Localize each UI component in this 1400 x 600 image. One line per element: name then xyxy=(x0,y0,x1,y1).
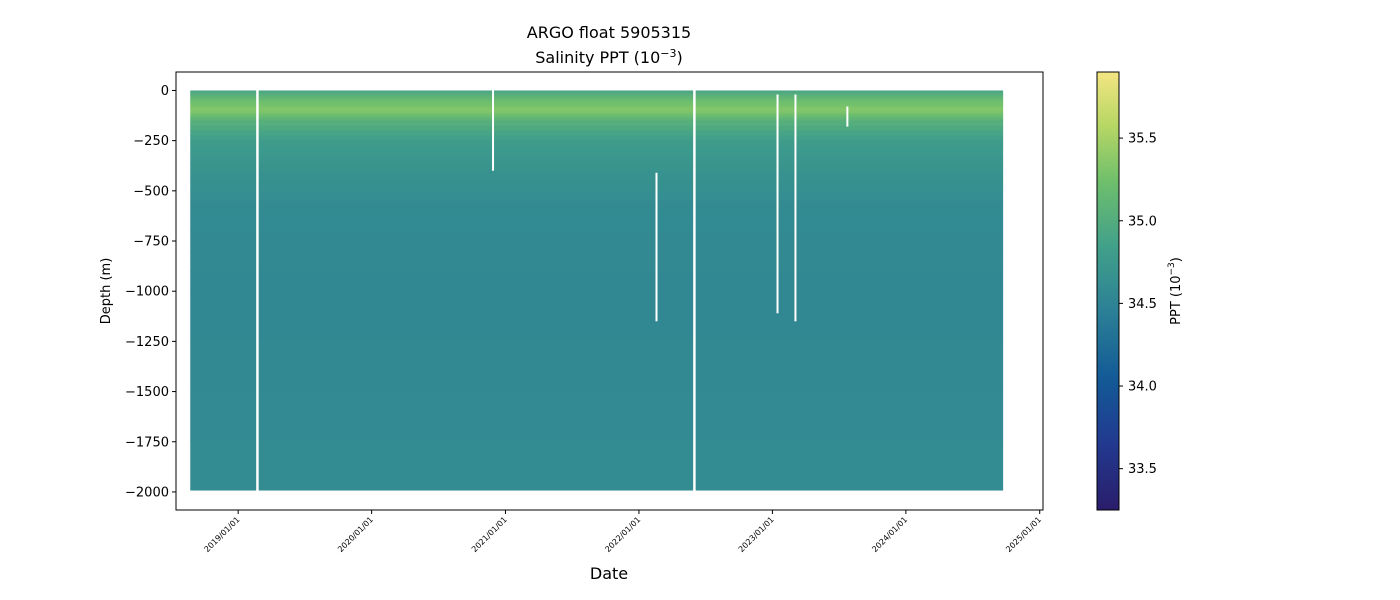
heatmap-band xyxy=(190,105,1004,109)
heatmap-band xyxy=(190,110,1004,114)
heatmap-band xyxy=(190,92,1004,97)
colorbar-tick-label: 34.0 xyxy=(1128,380,1157,395)
heatmap-band xyxy=(190,130,1004,137)
heatmap-band xyxy=(190,100,1004,104)
y-tick-label: −750 xyxy=(133,235,169,250)
x-tick-label: 2022/01/01 xyxy=(603,515,642,554)
heatmap-band xyxy=(190,108,1004,112)
y-tick-label: −1500 xyxy=(125,385,169,400)
chart-title: ARGO float 5905315 xyxy=(527,23,691,42)
y-tick-label: −1250 xyxy=(125,335,169,350)
heatmap-band xyxy=(190,291,1004,342)
y-axis: 0 −250 −500 −750 −1000 −1250 −1500 −1750 −2000 xyxy=(125,84,176,500)
colorbar-tick-label: 35.0 xyxy=(1128,214,1157,229)
y-tick-label: −1000 xyxy=(125,285,169,300)
heatmap-band xyxy=(190,115,1004,119)
heatmap-band xyxy=(190,155,1004,164)
heatmap-band xyxy=(190,140,1004,149)
heatmap-band xyxy=(190,390,1004,441)
heatmap-band xyxy=(190,163,1004,172)
colorbar xyxy=(1096,71,1120,511)
partial-gap xyxy=(655,172,658,322)
x-tick-label: 2020/01/01 xyxy=(336,515,375,554)
heatmap-band xyxy=(190,340,1004,392)
heatmap-band xyxy=(190,95,1004,99)
partial-gap xyxy=(794,94,797,322)
heatmap-band xyxy=(190,190,1004,202)
partial-gap xyxy=(776,94,779,314)
colorbar-tick-label: 34.5 xyxy=(1128,297,1157,312)
heatmap-band xyxy=(190,180,1004,192)
heatmap-band xyxy=(190,251,1004,272)
heatmap-band xyxy=(190,90,1004,94)
heatmap-band xyxy=(190,135,1004,142)
heatmap-band xyxy=(190,210,1004,232)
x-tick-label: 2021/01/01 xyxy=(470,515,509,554)
colorbar-axis: 33.5 34.0 34.5 35.0 35.5 xyxy=(1119,132,1157,477)
missing-profile xyxy=(256,72,259,496)
y-tick-label: −2000 xyxy=(125,485,169,500)
heatmap-band xyxy=(190,440,1004,491)
missing-profile xyxy=(693,72,696,496)
y-tick-label: −1750 xyxy=(125,435,169,450)
x-tick-label: 2024/01/01 xyxy=(870,515,909,554)
x-tick-label: 2023/01/01 xyxy=(737,515,776,554)
x-tick-label: 2019/01/01 xyxy=(203,515,242,554)
chart-subtitle: Salinity PPT (10−3) xyxy=(535,47,683,67)
heatmap-band xyxy=(190,200,1004,212)
y-tick-label: −500 xyxy=(133,184,169,199)
heatmap-band xyxy=(190,271,1004,292)
heatmap-band xyxy=(190,118,1004,122)
partial-gap xyxy=(846,106,849,127)
x-tick-label: 2025/01/01 xyxy=(1004,515,1043,554)
heatmap-band xyxy=(190,230,1004,252)
x-axis-label: Date xyxy=(590,564,628,583)
x-axis: 2019/01/01 2020/01/01 2021/01/01 2022/01/01… xyxy=(203,510,1043,554)
colorbar-tick-label: 35.5 xyxy=(1128,132,1157,147)
partial-gap xyxy=(492,90,495,171)
heatmap-band xyxy=(190,125,1004,132)
y-tick-label: 0 xyxy=(161,84,169,99)
colorbar-label: PPT (10−3) xyxy=(1167,257,1184,325)
plot-area xyxy=(190,72,1004,496)
heatmap-band xyxy=(190,120,1004,127)
y-axis-label: Depth (m) xyxy=(99,258,114,325)
heatmap-band xyxy=(190,113,1004,117)
heatmap-band xyxy=(190,170,1004,182)
y-tick-label: −250 xyxy=(133,134,169,149)
heatmap-band xyxy=(190,97,1004,102)
colorbar-tick-label: 33.5 xyxy=(1128,462,1157,477)
heatmap-band xyxy=(190,103,1004,107)
heatmap-band xyxy=(190,148,1004,157)
